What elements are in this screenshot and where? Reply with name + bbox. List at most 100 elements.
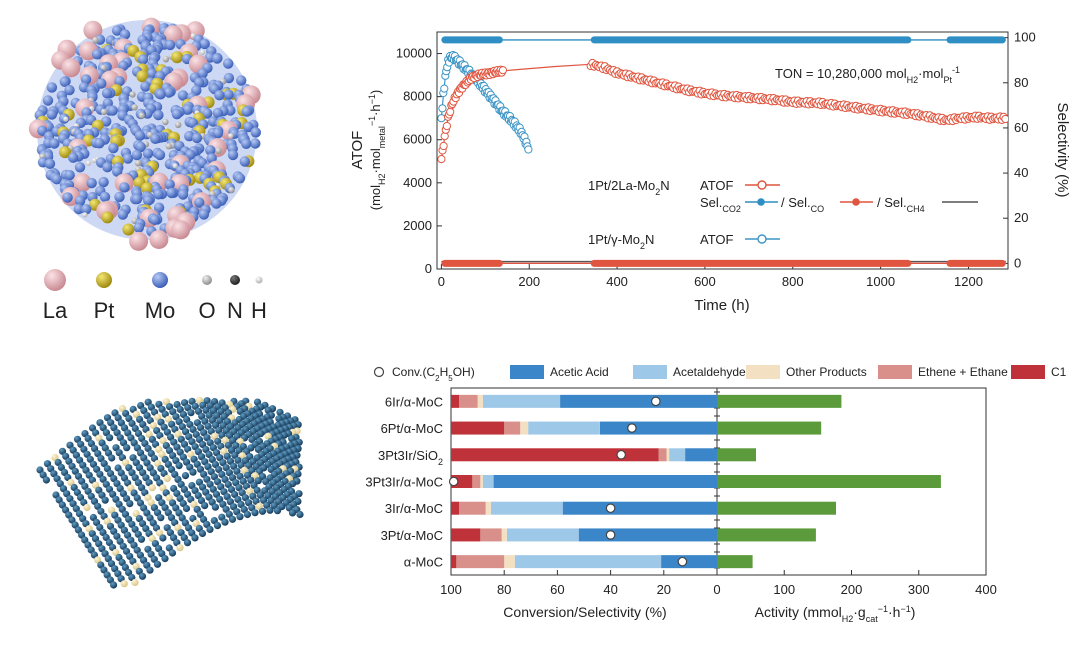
acetic-acid-bar <box>562 501 717 515</box>
atof-plot-frame <box>436 31 1009 270</box>
other-products-bar <box>504 555 515 569</box>
mo-atom <box>234 173 246 184</box>
mo-atom <box>91 49 103 60</box>
moc-atom <box>168 549 177 557</box>
h-atom <box>228 133 234 139</box>
o-atom <box>175 121 182 128</box>
la-atom <box>129 231 149 251</box>
mo-atom <box>86 177 97 189</box>
mo-atom <box>154 149 166 161</box>
conversion-marker <box>650 396 661 407</box>
mo-atom <box>74 195 86 207</box>
mo-atom <box>227 149 239 161</box>
moc-atom <box>126 500 134 508</box>
h-atom <box>63 116 69 122</box>
mo-atom <box>114 191 125 203</box>
atof-chart: 0 200 400 600 800 1000 12000200040006000800010… <box>349 30 1071 314</box>
pt-atom <box>101 211 114 224</box>
moc-atom <box>181 472 190 480</box>
o-atom <box>162 118 169 126</box>
atof-gamma-point <box>438 104 447 113</box>
catalyst-bar-chart: Conv.(C2H5OH) Acetic Acid Acetaldehyde O… <box>365 365 1067 624</box>
mo-atom <box>250 138 261 149</box>
atof-ylabel-units: (molH2·molmetal−1·h−1) <box>367 90 387 211</box>
moc-atom <box>146 566 154 574</box>
activity-bar <box>717 555 753 569</box>
other-products-bar <box>501 528 507 542</box>
sel-co-markers <box>946 259 1006 267</box>
left-x-tick-label: 100 <box>440 582 462 597</box>
x-tick-label: 1200 <box>954 274 983 289</box>
metal-atom <box>176 544 184 552</box>
moc-atom <box>258 507 267 515</box>
mo-atom <box>153 109 164 121</box>
sel-co-markers <box>441 259 503 267</box>
right-x-tick-label: 400 <box>975 582 997 597</box>
ethene-ethane-bar <box>472 475 481 488</box>
legend-other-label: Other Products <box>786 365 867 379</box>
atof-legend: 1Pt/2La-Mo2N ATOF Sel.CO2 / Sel.CO / Sel… <box>588 178 978 251</box>
mo-atom <box>223 58 234 69</box>
atof-gamma-point <box>440 84 449 93</box>
legend-acetaldehyde-label: Acetaldehyde <box>673 365 746 379</box>
sel-co2-markers <box>590 36 912 44</box>
legend-ethene-label: Ethene + Ethane <box>918 365 1008 379</box>
mo-atom <box>99 191 111 203</box>
y-tick-label: 0 <box>425 261 432 276</box>
o-atom <box>215 147 222 154</box>
legend-sel-ch4: / Sel.CH4 <box>877 195 925 214</box>
mo-atom <box>101 88 113 99</box>
moc-atom <box>273 507 282 515</box>
legend-atom-h-label: H <box>251 298 267 323</box>
moc-atom <box>106 434 114 442</box>
o-atom <box>131 104 138 111</box>
legend-marker-co <box>852 198 860 206</box>
ethene-ethane-bar <box>504 421 521 435</box>
o-atom <box>134 160 142 167</box>
legend-atom-n-icon <box>230 275 240 285</box>
mo-atom <box>108 143 119 154</box>
metal-atom <box>120 580 128 588</box>
mo-atom <box>236 75 247 86</box>
mo-atom <box>177 90 189 101</box>
moc-atom <box>161 555 169 563</box>
metal-atom <box>148 484 156 492</box>
mo-atom <box>134 130 146 141</box>
legend-ethene-swatch <box>878 365 912 379</box>
legend-marker-gamma <box>757 234 767 244</box>
conversion-marker <box>677 556 688 567</box>
mo-atom <box>64 84 75 96</box>
legend-atom-mo-icon <box>152 272 168 288</box>
moc-atom <box>42 476 51 484</box>
atof-xlabel: Time (h) <box>694 297 749 314</box>
legend-c1-swatch <box>1011 365 1045 379</box>
h-atom <box>92 157 98 164</box>
activity-bar <box>717 528 816 542</box>
other-products-bar <box>480 475 483 488</box>
mo-atom <box>117 209 128 220</box>
la-atom <box>149 230 169 249</box>
c1-bar <box>451 501 459 515</box>
atof-la-point <box>437 155 446 164</box>
activity-bar <box>717 501 836 515</box>
mo-atom <box>42 95 54 106</box>
mo-atom <box>122 153 134 164</box>
mo-atom <box>146 68 157 79</box>
legend-sel-co: / Sel.CO <box>781 195 824 214</box>
metal-atom <box>163 474 171 483</box>
legend-atom-h-icon <box>255 276 263 284</box>
legend-atom-o-icon <box>202 275 212 285</box>
mo-atom <box>182 104 194 115</box>
la-atom <box>72 173 92 193</box>
activity-bar <box>717 475 941 488</box>
right-x-tick-label: 200 <box>841 582 863 597</box>
y-tick-label: 2000 <box>403 218 432 233</box>
metal-atom <box>83 503 91 512</box>
other-products-bar <box>666 448 670 462</box>
y-tick-label: 6000 <box>403 132 432 147</box>
mo-atom <box>191 132 203 144</box>
mo-atom <box>197 68 208 79</box>
category-label: α-MoC <box>404 555 443 570</box>
mo-atom <box>131 149 143 161</box>
